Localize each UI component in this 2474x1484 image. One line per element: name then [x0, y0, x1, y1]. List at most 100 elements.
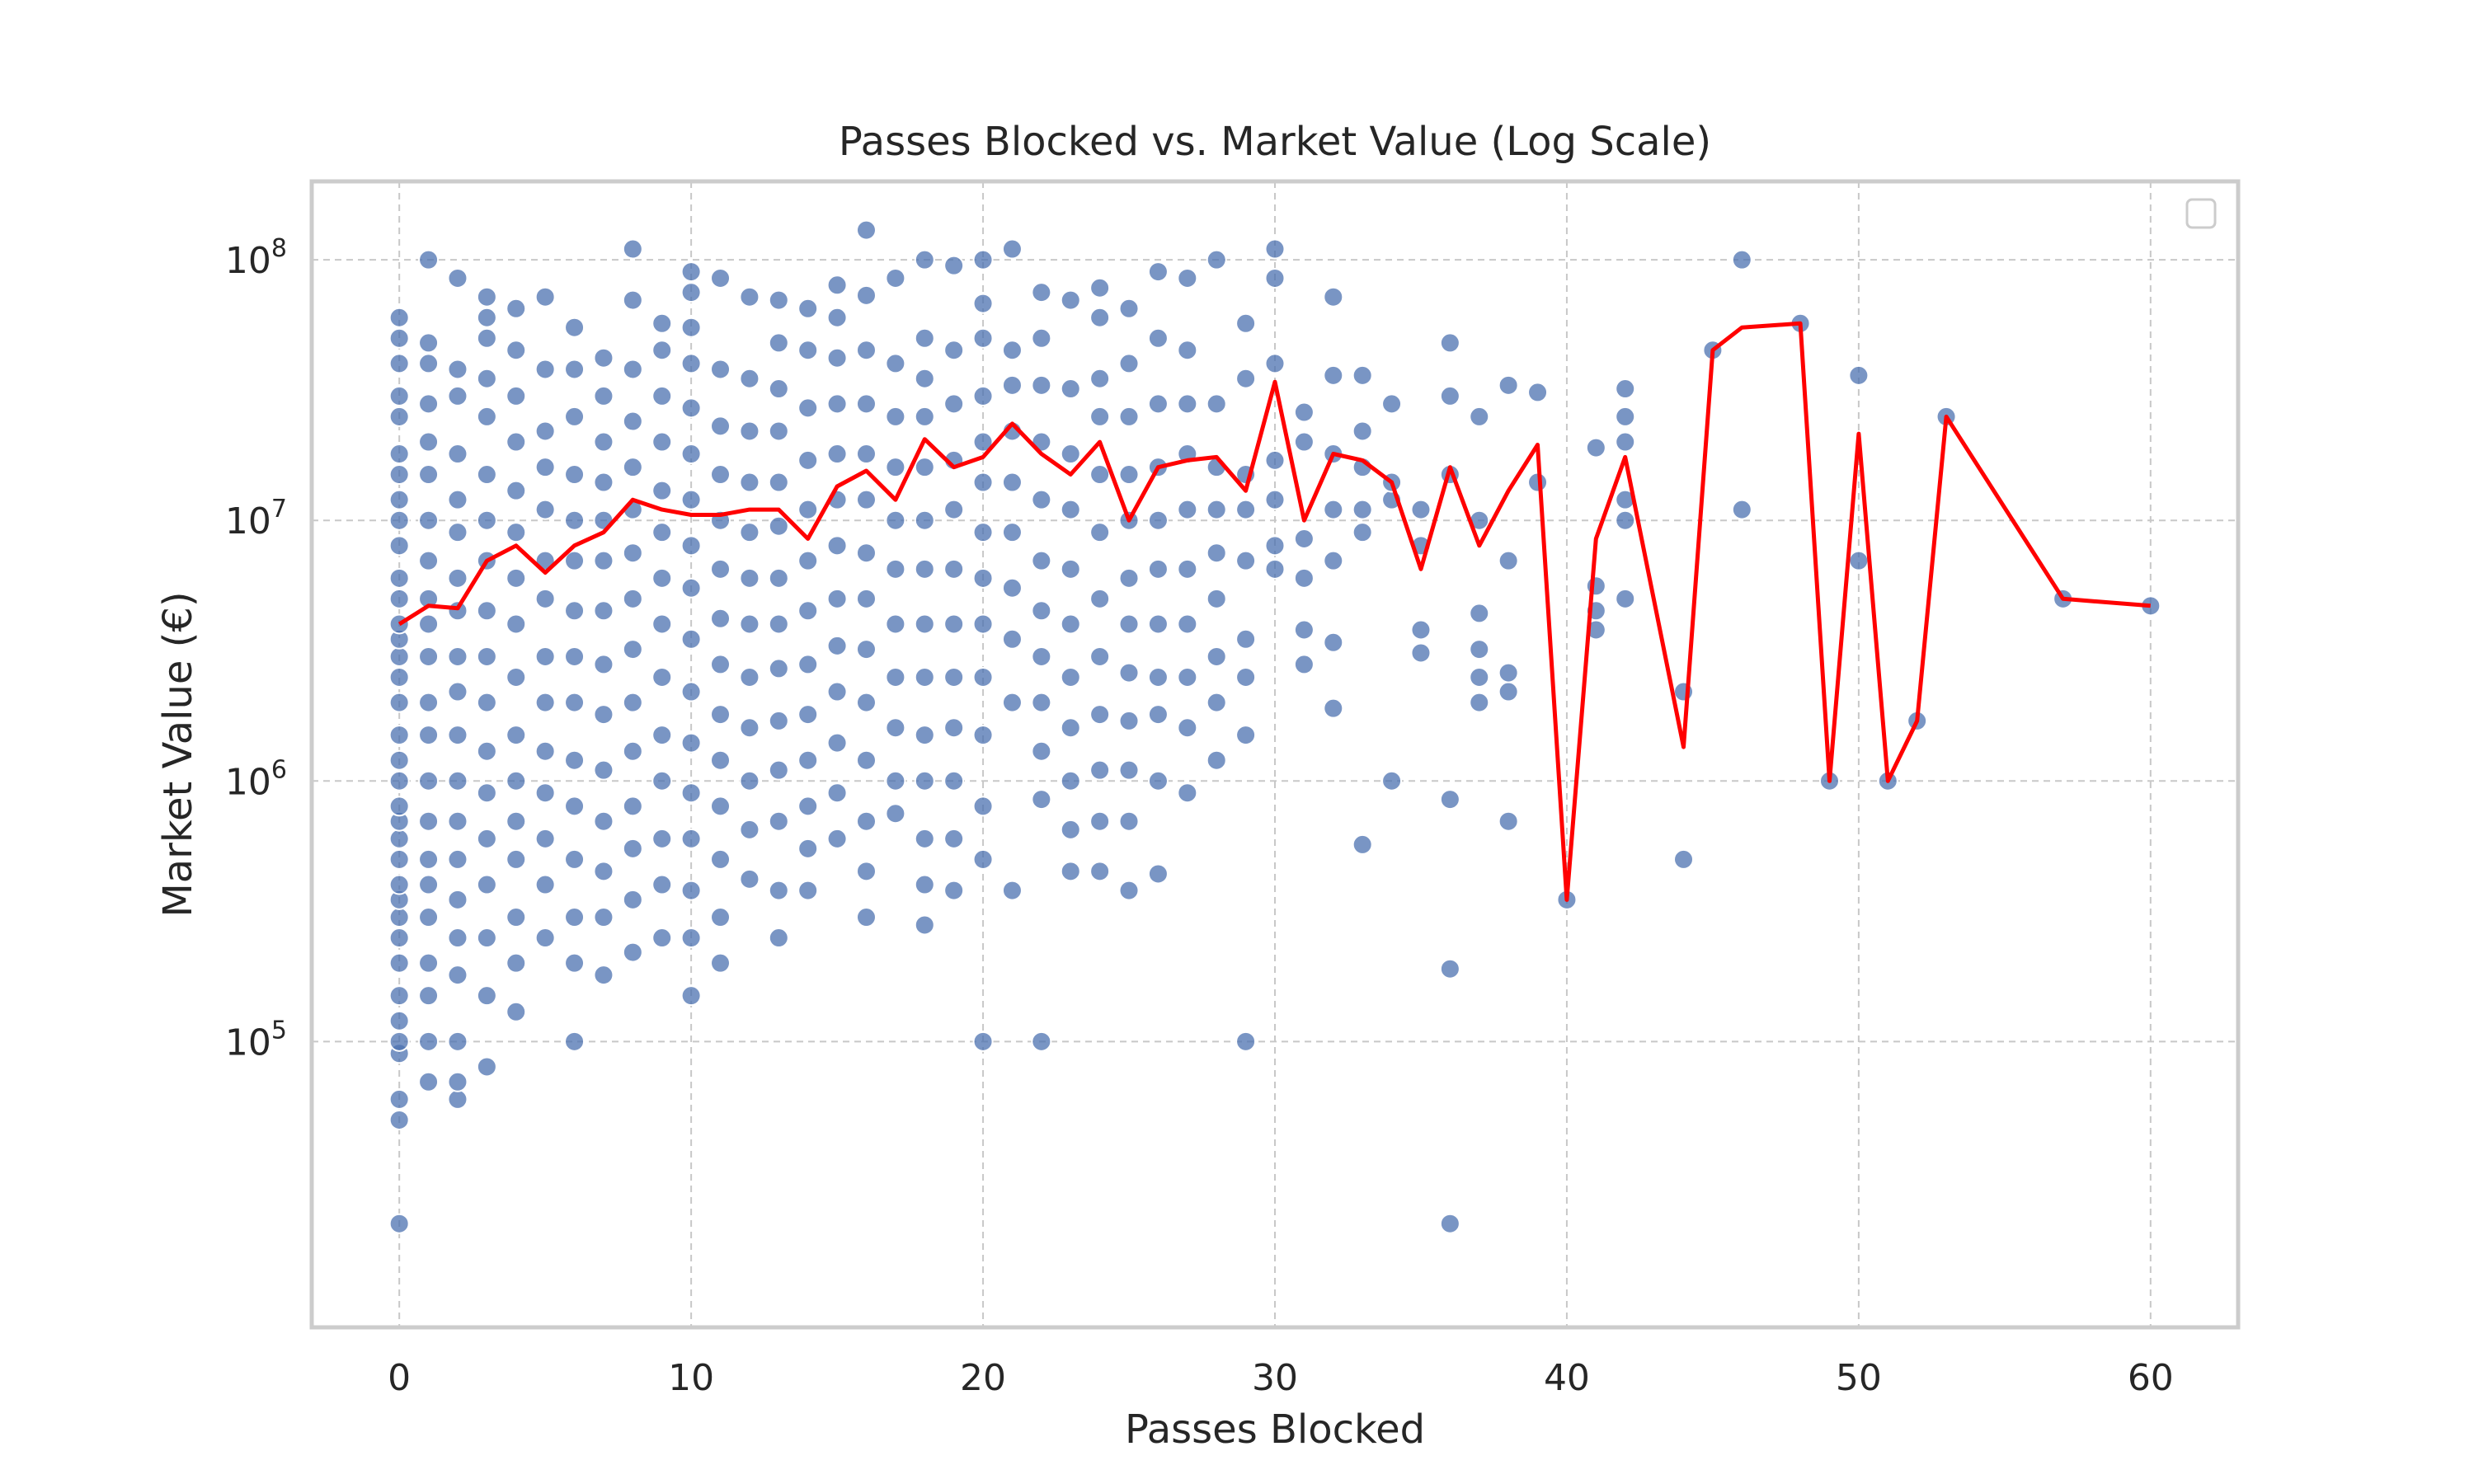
scatter-point — [1498, 550, 1519, 571]
scatter-point — [1439, 332, 1460, 354]
scatter-point — [418, 725, 440, 746]
scatter-point — [1118, 353, 1140, 374]
scatter-point — [622, 411, 643, 432]
scatter-point — [506, 431, 527, 453]
scatter-point — [680, 397, 702, 419]
scatter-point — [1031, 646, 1052, 667]
scatter-point — [914, 666, 935, 688]
scatter-point — [418, 874, 440, 895]
scatter-point — [826, 275, 848, 296]
scatter-point — [914, 770, 935, 791]
scatter-point — [564, 510, 586, 531]
scatter-point — [1177, 393, 1198, 415]
scatter-point — [855, 692, 877, 713]
scatter-point — [1585, 575, 1606, 597]
scatter-point — [388, 907, 410, 928]
scatter-point — [914, 249, 935, 270]
scatter-point — [564, 796, 586, 817]
scatter-point — [1060, 666, 1081, 688]
scatter-point — [1177, 499, 1198, 520]
scatter-point — [651, 312, 673, 334]
y-tick-label: 105 — [225, 1016, 287, 1064]
scatter-point — [972, 249, 994, 270]
scatter-point — [797, 654, 819, 675]
scatter-point — [651, 340, 673, 361]
scatter-point — [972, 293, 994, 314]
scatter-point — [914, 725, 935, 746]
scatter-point — [1615, 510, 1636, 531]
scatter-point — [1615, 588, 1636, 609]
scatter-point — [1089, 588, 1111, 609]
scatter-point — [1001, 692, 1023, 713]
scatter-point — [1089, 368, 1111, 389]
scatter-point — [447, 600, 468, 622]
scatter-point — [1352, 364, 1373, 386]
scatter-point — [593, 472, 614, 493]
scatter-point — [622, 740, 643, 762]
scatter-point — [1031, 740, 1052, 762]
scatter-point — [1235, 368, 1257, 389]
x-tick-label: 20 — [960, 1357, 1006, 1399]
scatter-point — [885, 267, 906, 289]
scatter-point — [1147, 704, 1169, 726]
legend-box[interactable] — [2185, 198, 2217, 229]
scatter-point — [826, 393, 848, 415]
scatter-point — [768, 420, 789, 442]
scatter-point — [768, 567, 789, 589]
scatter-point — [1323, 499, 1344, 520]
scatter-point — [1264, 449, 1286, 471]
scatter-point — [622, 942, 643, 963]
scatter-point — [1235, 725, 1257, 746]
scatter-point — [1060, 717, 1081, 739]
scatter-point — [447, 725, 468, 746]
scatter-point — [476, 646, 497, 667]
scatter-point — [651, 928, 673, 949]
scatter-point — [710, 907, 731, 928]
scatter-point — [651, 770, 673, 791]
scatter-point — [972, 725, 994, 746]
scatter-point — [710, 654, 731, 675]
scatter-point — [1089, 810, 1111, 832]
scatter-point — [418, 952, 440, 974]
scatter-point — [739, 472, 760, 493]
scatter-point — [1031, 600, 1052, 622]
scatter-point — [418, 588, 440, 609]
scatter-point — [1498, 374, 1519, 396]
scatter-point — [593, 347, 614, 369]
scatter-point — [418, 249, 440, 270]
scatter-point — [768, 613, 789, 635]
scatter-point — [1469, 692, 1490, 713]
scatter-point — [739, 420, 760, 442]
scatter-point — [855, 588, 877, 609]
scatter-point — [1206, 542, 1227, 564]
scatter-point — [768, 880, 789, 901]
scatter-point — [826, 535, 848, 556]
scatter-point — [1615, 378, 1636, 400]
scatter-point — [885, 717, 906, 739]
scatter-point — [534, 420, 556, 442]
scatter-point — [476, 368, 497, 389]
scatter-point — [564, 464, 586, 486]
scatter-point — [739, 666, 760, 688]
scatter-point — [1206, 646, 1227, 667]
scatter-point — [506, 725, 527, 746]
scatter-point — [1089, 704, 1111, 726]
scatter-point — [447, 522, 468, 543]
scatter-point — [1264, 238, 1286, 260]
scatter-point — [506, 1001, 527, 1022]
scatter-point — [943, 613, 965, 635]
scatter-point — [1089, 464, 1111, 486]
scatter-point — [768, 332, 789, 354]
scatter-point — [1147, 510, 1169, 531]
scatter-point — [1089, 861, 1111, 882]
scatter-point — [1381, 770, 1403, 791]
scatter-point — [388, 353, 410, 374]
scatter-point — [564, 907, 586, 928]
scatter-point — [1001, 880, 1023, 901]
scatter-point — [1060, 770, 1081, 791]
scatter-point — [418, 550, 440, 571]
scatter-point — [388, 385, 410, 406]
scatter-point — [885, 803, 906, 824]
scatter-point — [768, 515, 789, 537]
scatter-point — [1323, 697, 1344, 719]
